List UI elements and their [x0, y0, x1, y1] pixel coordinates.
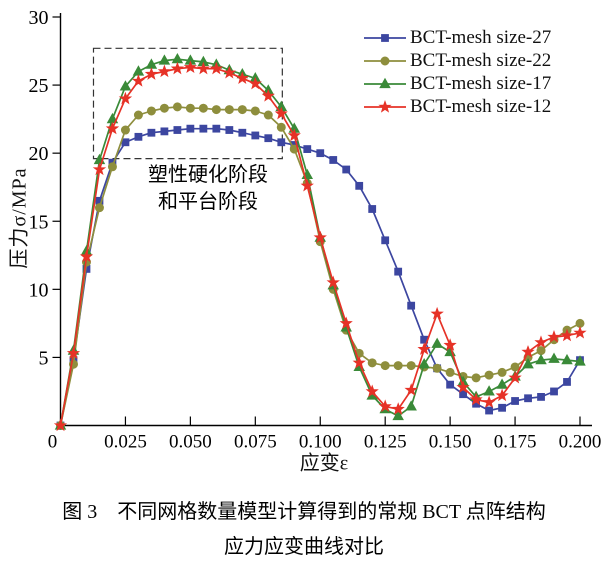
y-tick-label: 15: [29, 211, 49, 233]
caption-line-1: 图 3 不同网格数量模型计算得到的常规 BCT 点阵结构: [62, 501, 546, 523]
x-tick-label: 0.075: [234, 432, 277, 453]
figure-caption: 图 3 不同网格数量模型计算得到的常规 BCT 点阵结构 应力应变曲线对比: [0, 495, 608, 565]
stress-strain-plot: 5 10 15 20 25 30 0 0.025 0.050 0.075 0.100 0.125 0.1…: [29, 7, 602, 453]
caption-line-2: 应力应变曲线对比: [224, 536, 384, 558]
legend-label: BCT-mesh size-22: [410, 49, 552, 71]
x-axis-title: 应变ε: [299, 452, 349, 475]
legend-label: BCT-mesh size-27: [410, 26, 552, 48]
y-tick-label: 30: [29, 7, 49, 29]
x-tick-label: 0.125: [364, 432, 407, 453]
y-tick-label: 10: [29, 279, 49, 301]
circle-marker-icon: [364, 56, 406, 65]
legend-label: BCT-mesh size-17: [410, 72, 552, 94]
star-marker-icon: [364, 99, 406, 113]
y-tick-label: 25: [29, 75, 49, 97]
chart-area: 5 10 15 20 25 30 0 0.025 0.050 0.075 0.100 0.125 0.1…: [8, 7, 602, 475]
legend-item-size-12: BCT-mesh size-12: [362, 95, 551, 118]
x-tick-label: 0.175: [494, 432, 537, 453]
y-tick-label: 5: [39, 347, 49, 369]
legend-label: BCT-mesh size-12: [410, 95, 552, 117]
series-bct-mesh-size-12: [53, 60, 587, 432]
legend-swatch: [362, 53, 408, 69]
y-axis-title: 压力σ/MPa: [8, 167, 31, 269]
legend-item-size-22: BCT-mesh size-22: [362, 49, 551, 72]
axes: 5 10 15 20 25 30 0 0.025 0.050 0.075 0.100 0.125 0.1…: [29, 7, 602, 453]
legend-swatch: [362, 30, 408, 46]
legend-swatch: [362, 76, 408, 92]
legend-item-size-27: BCT-mesh size-27: [362, 26, 551, 49]
x-tick-label: 0.150: [429, 432, 472, 453]
legend-swatch: [362, 99, 408, 115]
triangle-marker-icon: [364, 77, 406, 88]
y-tick-label: 20: [29, 143, 49, 165]
chart-legend: BCT-mesh size-27 BCT-mesh size-22 BCT-me…: [362, 26, 551, 118]
x-tick-label: 0.050: [169, 432, 212, 453]
x-tick-label: 0.200: [559, 432, 602, 453]
square-marker-icon: [364, 33, 406, 42]
stage-annotation-line-1: 塑性硬化阶段: [148, 164, 268, 186]
legend-item-size-17: BCT-mesh size-17: [362, 72, 551, 95]
x-tick-label: 0: [48, 432, 58, 453]
x-tick-label: 0.025: [104, 432, 147, 453]
stage-annotation: 塑性硬化阶段 和平台阶段: [120, 162, 296, 216]
x-tick-label: 0.100: [299, 432, 342, 453]
stage-annotation-line-2: 和平台阶段: [158, 191, 258, 213]
